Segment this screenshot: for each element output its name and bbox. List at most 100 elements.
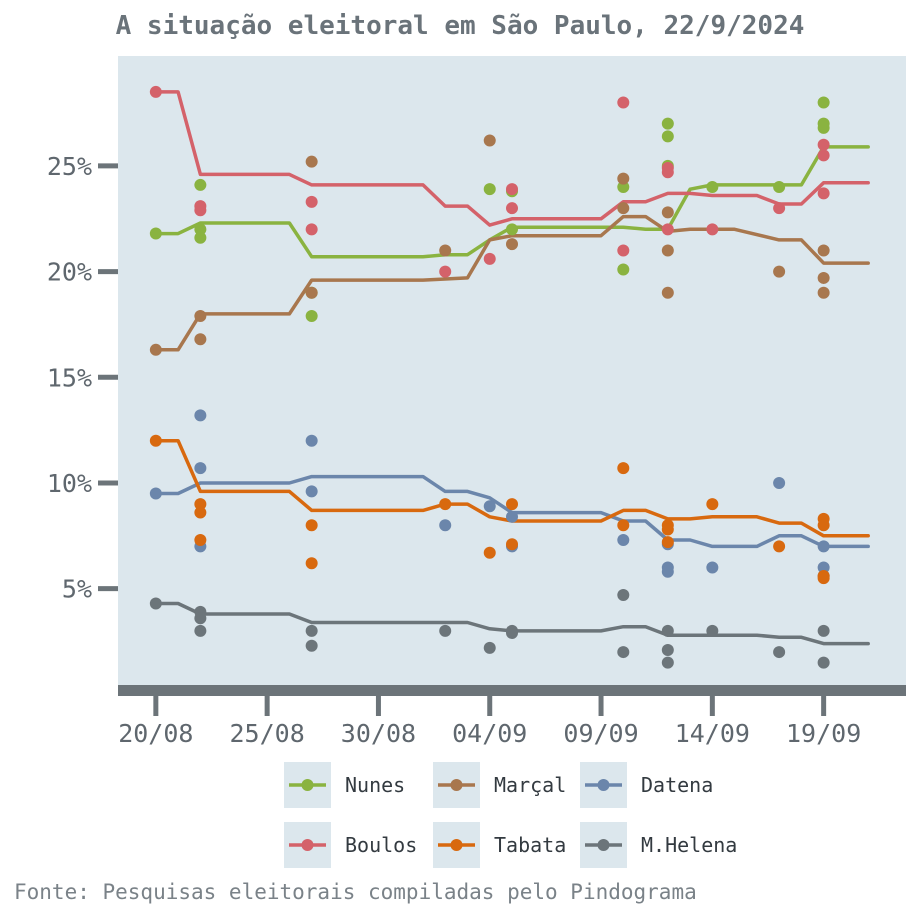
poll-point — [817, 96, 830, 109]
poll-point — [706, 498, 719, 511]
poll-point — [194, 204, 207, 217]
poll-point — [483, 546, 496, 559]
poll-point — [439, 265, 452, 278]
poll-point — [817, 138, 830, 151]
poll-point — [194, 231, 207, 244]
poll-point — [817, 121, 830, 134]
poll-point — [661, 117, 674, 130]
poll-point — [305, 624, 318, 637]
poll-point — [661, 536, 674, 549]
poll-point — [617, 519, 630, 532]
poll-point — [506, 238, 518, 251]
poll-point — [817, 540, 830, 553]
legend-key-dot — [450, 779, 463, 791]
poll-point — [617, 263, 630, 276]
poll-point — [483, 641, 496, 654]
poll-point — [194, 223, 207, 236]
x-axis: 20/08 25/08 30/08 04/09 09/09 14/09 19/09 — [118, 685, 906, 748]
poll-point — [773, 476, 786, 489]
chart-title: A situação eleitoral em São Paulo, 22/9/… — [116, 11, 805, 41]
poll-point — [817, 624, 830, 637]
poll-point — [617, 244, 630, 257]
poll-point — [661, 656, 674, 669]
poll-point — [149, 434, 162, 447]
poll-point — [506, 223, 518, 236]
x-tick-label: 20/08 — [118, 719, 193, 748]
poll-point — [194, 309, 207, 322]
poll-point — [661, 565, 674, 578]
poll-point — [506, 498, 518, 511]
poll-point — [773, 265, 786, 278]
legend-item: Boulos — [284, 822, 417, 868]
legend-label: Marçal — [494, 773, 566, 797]
trend-line — [154, 474, 870, 549]
poll-point — [483, 183, 496, 196]
poll-point — [661, 523, 674, 536]
legend-item: Marçal — [433, 762, 566, 808]
poll-point — [194, 409, 207, 422]
poll-point — [506, 510, 518, 523]
trend-line — [154, 214, 870, 352]
poll-point — [661, 286, 674, 299]
poll-point — [439, 498, 452, 511]
poll-point — [149, 227, 162, 240]
legend-label: Boulos — [345, 833, 417, 857]
poll-point — [617, 181, 630, 194]
poll-point — [773, 181, 786, 194]
legend-label: Tabata — [494, 833, 566, 857]
poll-point — [305, 309, 318, 322]
poll-point — [617, 588, 630, 601]
y-tick-label: 25% — [47, 152, 92, 181]
poll-point — [305, 223, 318, 236]
y-tick-label: 10% — [47, 469, 92, 498]
trend-line — [154, 438, 870, 538]
poll-point — [773, 540, 786, 553]
x-axis-line — [118, 685, 906, 696]
poll-point — [706, 181, 719, 194]
y-tick-label: 15% — [47, 363, 92, 392]
poll-point — [305, 286, 318, 299]
poll-point — [439, 624, 452, 637]
poll-point — [617, 202, 630, 215]
poll-point — [817, 561, 830, 574]
poll-point — [149, 85, 162, 98]
poll-point — [305, 557, 318, 570]
legend-item: Nunes — [284, 762, 405, 808]
source-caption: Fonte: Pesquisas eleitorais compiladas p… — [14, 880, 697, 904]
poll-point — [706, 561, 719, 574]
poll-point — [617, 172, 630, 185]
legend-label: Datena — [641, 773, 713, 797]
poll-point — [194, 498, 207, 511]
poll-point — [817, 519, 830, 532]
poll-point — [149, 487, 162, 500]
trend-line — [154, 601, 870, 646]
poll-point — [617, 646, 630, 659]
poll-point — [194, 506, 207, 519]
legend-key-dot — [597, 779, 610, 791]
poll-point — [817, 572, 830, 585]
legend-key-dot — [597, 839, 610, 851]
y-tick-label: 5% — [62, 575, 92, 604]
legend-key-dot — [450, 839, 463, 851]
poll-point — [194, 624, 207, 637]
poll-point — [194, 462, 207, 475]
poll-point — [506, 627, 518, 640]
legend-item: Datena — [580, 762, 713, 808]
poll-point — [773, 202, 786, 215]
legend-key-dot — [301, 779, 314, 791]
poll-point — [661, 130, 674, 143]
poll-point — [706, 223, 719, 236]
legend-label: M.Helena — [641, 833, 737, 857]
poll-point — [305, 519, 318, 532]
poll-point — [817, 656, 830, 669]
poll-point — [483, 134, 496, 147]
poll-point — [706, 624, 719, 637]
poll-point — [661, 166, 674, 179]
poll-point — [617, 534, 630, 547]
legend: Nunes Marçal Datena Boulos Tabata M.Helena — [284, 762, 737, 868]
x-tick-label: 19/09 — [786, 719, 861, 748]
poll-point — [817, 244, 830, 257]
poll-point — [194, 333, 207, 346]
poll-point — [817, 286, 830, 299]
poll-point — [194, 178, 207, 191]
